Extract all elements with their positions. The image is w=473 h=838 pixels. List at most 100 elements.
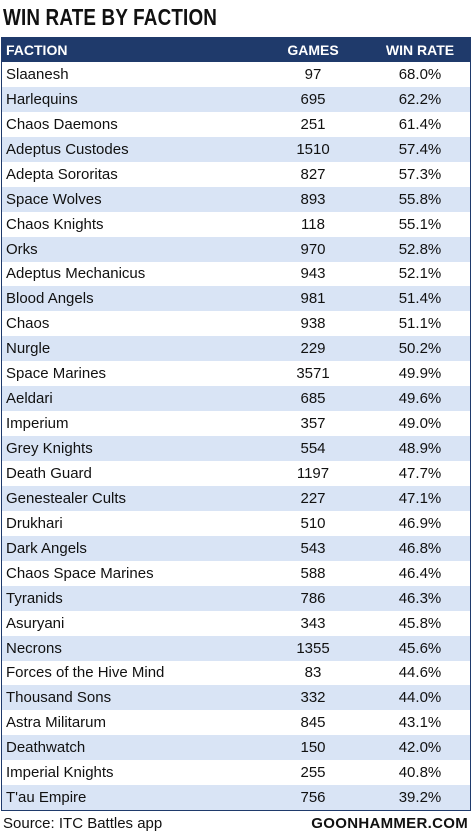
faction-cell: T'au Empire	[6, 789, 87, 807]
win-rate-cell: 52.1%	[398, 265, 442, 283]
faction-cell: Asuryani	[6, 614, 65, 632]
win-rate-cell: 46.9%	[398, 514, 442, 532]
win-rate-cell: 43.1%	[398, 714, 442, 732]
win-rate-cell: 39.2%	[398, 789, 442, 807]
games-cell: 118	[301, 215, 325, 233]
faction-cell: Death Guard	[6, 464, 92, 482]
win-rate-cell: 46.8%	[398, 539, 442, 557]
games-cell: 227	[300, 489, 326, 507]
games-cell: 332	[300, 689, 326, 707]
source-note: Source: ITC Battles app	[3, 815, 163, 832]
table-row: Harlequins 695 62.2%	[2, 86, 470, 112]
win-rate-table: FACTION GAMES WIN RATE Slaanesh 97 68.0% Ha…	[1, 37, 471, 811]
games-cell: 1510	[296, 140, 330, 158]
faction-cell: Deathwatch	[6, 739, 86, 757]
win-rate-cell: 49.6%	[398, 390, 442, 408]
games-cell: 97	[304, 65, 322, 83]
faction-cell: Drukhari	[6, 514, 63, 532]
games-cell: 786	[300, 589, 326, 607]
header-faction: FACTION	[6, 42, 68, 58]
faction-cell: Chaos	[6, 315, 50, 333]
table-row: Orks 970 52.8%	[2, 236, 470, 262]
table-row: Deathwatch 150 42.0%	[2, 735, 470, 761]
faction-cell: Tyranids	[6, 589, 63, 607]
win-rate-cell: 62.2%	[398, 90, 442, 108]
table-row: Necrons 1355 45.6%	[2, 635, 470, 661]
win-rate-cell: 51.4%	[398, 290, 442, 308]
table-body: Slaanesh 97 68.0% Harlequins 695 62.2% Chaos D…	[2, 62, 470, 811]
games-cell: 970	[300, 240, 326, 258]
faction-cell: Space Marines	[6, 365, 107, 383]
table-row: Chaos 938 51.1%	[2, 311, 470, 336]
faction-cell: Chaos Space Marines	[6, 564, 154, 582]
games-cell: 1197	[296, 464, 330, 482]
table-row: Chaos Daemons 251 61.4%	[2, 112, 470, 137]
win-rate-cell: 55.8%	[398, 190, 442, 208]
table-row: Drukhari 510 46.9%	[2, 511, 470, 536]
faction-cell: Forces of the Hive Mind	[6, 664, 165, 682]
win-rate-cell: 46.3%	[398, 589, 442, 607]
win-rate-cell: 61.4%	[398, 115, 442, 133]
games-cell: 343	[300, 614, 326, 632]
faction-cell: Harlequins	[6, 90, 78, 108]
faction-cell: Nurgle	[6, 340, 51, 358]
table-row: Chaos Space Marines 588 46.4%	[2, 561, 470, 586]
faction-cell: Adeptus Mechanicus	[6, 265, 146, 283]
table-header: FACTION GAMES WIN RATE	[2, 38, 470, 62]
table-row: Slaanesh 97 68.0%	[2, 62, 470, 87]
win-rate-cell: 49.0%	[398, 415, 442, 433]
table-row: Asuryani 343 45.8%	[2, 611, 470, 636]
table-row: Adeptus Custodes 1510 57.4%	[2, 136, 470, 162]
table-row: Nurgle 229 50.2%	[2, 336, 470, 362]
games-cell: 357	[300, 415, 326, 433]
table-row: Astra Militarum 845 43.1%	[2, 710, 470, 735]
table-row: Adeptus Mechanicus 943 52.1%	[2, 262, 470, 287]
table-row: Blood Angels 981 51.4%	[2, 286, 470, 312]
win-rate-cell: 42.0%	[398, 739, 442, 757]
faction-cell: Thousand Sons	[6, 689, 112, 707]
win-rate-cell: 57.3%	[398, 165, 442, 183]
faction-cell: Chaos Knights	[6, 215, 104, 233]
games-cell: 695	[300, 90, 326, 108]
games-cell: 943	[300, 265, 326, 283]
win-rate-cell: 47.1%	[398, 489, 442, 507]
games-cell: 938	[300, 315, 326, 333]
table-row: Adepta Sororitas 827 57.3%	[2, 162, 470, 187]
table-row: Space Wolves 893 55.8%	[2, 186, 470, 212]
games-cell: 510	[300, 514, 326, 532]
table-row: Tyranids 786 46.3%	[2, 585, 470, 611]
win-rate-cell: 44.6%	[398, 664, 442, 682]
games-cell: 229	[300, 340, 326, 358]
games-cell: 893	[300, 190, 326, 208]
table-row: Dark Angels 543 46.8%	[2, 535, 470, 561]
win-rate-cell: 50.2%	[398, 340, 442, 358]
games-cell: 1355	[296, 639, 330, 657]
games-cell: 251	[300, 115, 326, 133]
table-row: Aeldari 685 49.6%	[2, 386, 470, 412]
faction-cell: Grey Knights	[6, 440, 93, 458]
games-cell: 150	[300, 739, 326, 757]
games-cell: 3571	[296, 365, 330, 383]
win-rate-cell: 40.8%	[398, 764, 442, 782]
faction-cell: Dark Angels	[6, 539, 87, 557]
win-rate-cell: 51.1%	[398, 315, 442, 333]
win-rate-cell: 44.0%	[398, 689, 442, 707]
table-row: Imperium 357 49.0%	[2, 411, 470, 436]
table-row: Chaos Knights 118 55.1%	[2, 212, 470, 237]
faction-cell: Imperial Knights	[6, 764, 114, 782]
header-win-rate: WIN RATE	[385, 42, 455, 58]
brand-label: GOONHAMMER.COM	[311, 815, 468, 832]
faction-cell: Orks	[6, 240, 38, 258]
faction-cell: Genestealer Cults	[6, 489, 127, 507]
win-rate-cell: 52.8%	[398, 240, 442, 258]
win-rate-cell: 46.4%	[398, 564, 442, 582]
games-cell: 543	[300, 539, 326, 557]
header-games: GAMES	[287, 42, 339, 58]
games-cell: 756	[300, 789, 326, 807]
table-row: Grey Knights 554 48.9%	[2, 436, 470, 461]
faction-cell: Adepta Sororitas	[6, 165, 118, 183]
faction-cell: Blood Angels	[6, 290, 94, 308]
games-cell: 827	[300, 165, 326, 183]
games-cell: 588	[300, 564, 326, 582]
games-cell: 554	[300, 440, 326, 458]
